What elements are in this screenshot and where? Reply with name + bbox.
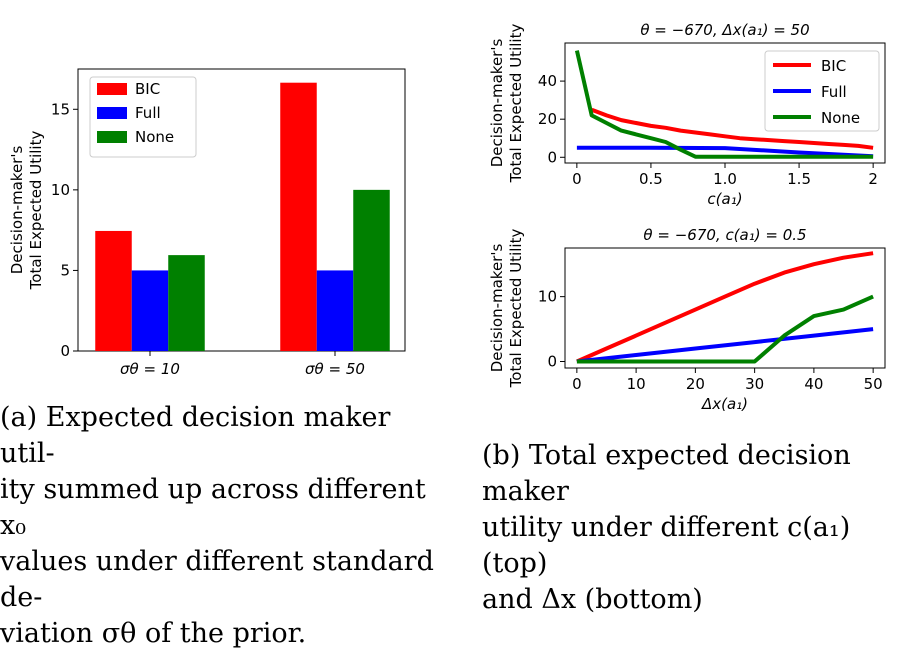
y-axis-label-a-line2: Total Expected Utility (27, 131, 45, 291)
legend-label-a-bic: BIC (135, 80, 160, 98)
legend-label-b-top-none: None (821, 109, 860, 127)
caption-a-line-1: (a) Expected decision maker util- (0, 402, 391, 469)
x-axis-label-b-bottom: Δx(a₁) (701, 395, 748, 413)
plot-frame-a (77, 68, 406, 352)
x-tick-label-b-bottom-4: 40 (804, 375, 823, 393)
caption-a-line-2: ity summed up across different x₀ (0, 474, 426, 541)
y-tick-label-a-0: 0 (60, 342, 70, 360)
series-line-b-bottom-none (576, 294, 874, 364)
legend-box-b-top (764, 50, 880, 132)
y-tick-label-a-3: 15 (51, 100, 70, 118)
series-line-b-bottom-bic (576, 251, 874, 364)
bar-none-1 (353, 189, 390, 351)
bar-none-0 (168, 255, 205, 351)
bar-bic-1 (280, 82, 317, 351)
x-tick-label-a-0: σθ = 10 (120, 360, 180, 378)
chart-title-b-top: θ = −670, Δx(a₁) = 50 (640, 21, 809, 39)
legend-label-b-top-bic: BIC (821, 57, 846, 75)
y-tick-label-b-bottom-1: 10 (538, 288, 557, 306)
caption-b-line-2: utility under different c(a₁) (top) (482, 512, 851, 579)
caption-b-line-1: (b) Total expected decision maker (482, 440, 851, 507)
y-tick-label-b-bottom-0: 0 (547, 353, 557, 371)
x-axis-label-b-top: c(a₁) (707, 190, 742, 208)
y-axis-label-b-top-line1: Decision-maker's (488, 39, 506, 168)
legend-label-b-top-full: Full (821, 83, 847, 101)
y-tick-label-b-top-0: 0 (547, 148, 557, 166)
x-tick-label-b-top-1: 0.5 (639, 170, 663, 188)
y-axis-label-b-bottom-line2: Total Expected Utility (507, 229, 525, 389)
caption-a-line-3: values under different standard de- (0, 546, 434, 613)
legend-swatch-a-none (97, 131, 127, 143)
bar-full-0 (131, 270, 169, 351)
series-line-b-bottom-full (576, 327, 874, 364)
caption-a: (a) Expected decision maker util- ity su… (0, 400, 440, 652)
caption-a-line-4: viation σθ of the prior. (0, 618, 307, 649)
x-tick-label-a-1: σθ = 50 (305, 360, 365, 378)
bar-bic-0 (95, 230, 132, 351)
chart-title-b-bottom: θ = −670, c(a₁) = 0.5 (643, 226, 806, 244)
x-tick-label-b-top-4: 2 (868, 170, 878, 188)
x-tick-label-b-top-3: 1.5 (787, 170, 811, 188)
y-tick-label-a-2: 10 (51, 181, 70, 199)
y-tick-label-b-top-2: 40 (538, 72, 557, 90)
y-tick-label-a-1: 5 (60, 261, 70, 279)
x-tick-label-b-bottom-5: 50 (864, 375, 883, 393)
x-tick-label-b-bottom-3: 30 (745, 375, 764, 393)
legend-swatch-a-full (97, 107, 127, 119)
legend-label-a-none: None (135, 128, 174, 146)
y-axis-label-b-top-line2: Total Expected Utility (507, 24, 525, 184)
x-tick-label-b-top-0: 0 (572, 170, 582, 188)
legend-swatch-a-bic (97, 83, 127, 95)
y-axis-label-b-bottom-line1: Decision-maker's (488, 244, 506, 373)
y-tick-label-b-top-1: 20 (538, 110, 557, 128)
caption-b-line-3: and Δx (bottom) (482, 584, 703, 615)
y-axis-label-a-line1: Decision-maker's (8, 146, 26, 275)
plot-frame-b-bottom (564, 247, 886, 369)
x-tick-label-b-bottom-2: 20 (686, 375, 705, 393)
caption-b: (b) Total expected decision maker utilit… (482, 438, 899, 618)
x-tick-label-b-bottom-0: 0 (572, 375, 582, 393)
x-tick-label-b-bottom-1: 10 (627, 375, 646, 393)
series-line-b-top-none (574, 50, 874, 159)
bar-full-1 (316, 270, 354, 351)
series-line-b-top-bic (590, 107, 874, 150)
series-line-b-top-full (576, 145, 874, 159)
legend-label-a-full: Full (135, 104, 161, 122)
x-tick-label-b-top-2: 1.0 (713, 170, 737, 188)
